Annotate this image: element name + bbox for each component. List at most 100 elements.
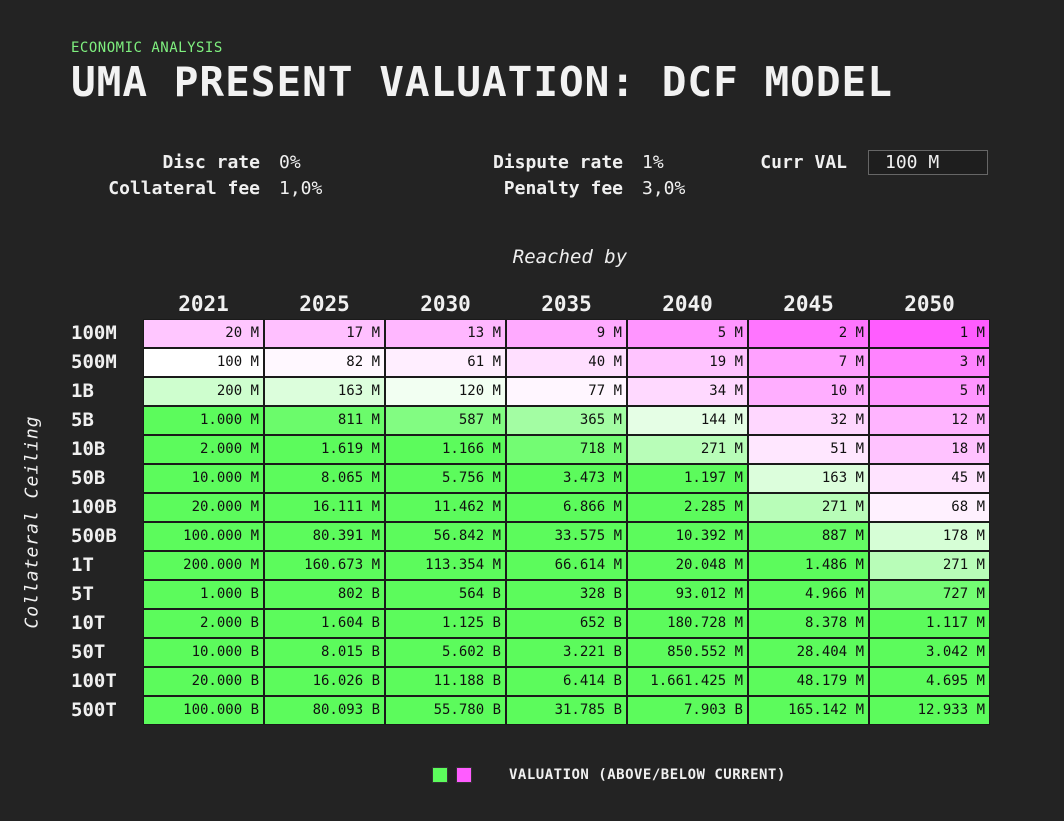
heatmap-cell: 55.780 B: [385, 696, 506, 725]
heatmap-cell: 16.026 B: [264, 667, 385, 696]
heatmap-cell: 887 M: [748, 522, 869, 551]
heatmap-cell: 1.000 B: [143, 580, 264, 609]
heatmap-cell: 56.842 M: [385, 522, 506, 551]
legend-label: VALUATION (ABOVE/BELOW CURRENT): [509, 767, 786, 783]
heatmap-cell: 1.197 M: [627, 464, 748, 493]
heatmap-cell: 40 M: [506, 348, 627, 377]
heatmap-cell: 20.048 M: [627, 551, 748, 580]
heatmap-cell: 1.117 M: [869, 609, 990, 638]
heatmap-cell: 93.012 M: [627, 580, 748, 609]
heatmap-cell: 100 M: [143, 348, 264, 377]
row-header-50T: 50T: [71, 641, 106, 663]
heatmap-cell: 3.042 M: [869, 638, 990, 667]
x-axis-label: Reached by: [512, 246, 628, 268]
heatmap-cell: 8.378 M: [748, 609, 869, 638]
column-header-2040: 2040: [662, 292, 713, 316]
column-header-2050: 2050: [904, 292, 955, 316]
heatmap-cell: 1.166 M: [385, 435, 506, 464]
heatmap-cell: 10.392 M: [627, 522, 748, 551]
heatmap-cell: 5.756 M: [385, 464, 506, 493]
collateral-fee-value: 1,0%: [279, 178, 323, 199]
heatmap-cell: 2 M: [748, 319, 869, 348]
row-header-500B: 500B: [71, 525, 117, 547]
heatmap-cell: 8.015 B: [264, 638, 385, 667]
heatmap-cell: 2.285 M: [627, 493, 748, 522]
row-header-5T: 5T: [71, 583, 94, 605]
heatmap-cell: 80.093 B: [264, 696, 385, 725]
heatmap-cell: 2.000 B: [143, 609, 264, 638]
heatmap-cell: 718 M: [506, 435, 627, 464]
penalty-fee-label: Penalty fee: [503, 178, 623, 199]
page-title: UMA PRESENT VALUATION: DCF MODEL: [71, 58, 893, 106]
curr-val-input[interactable]: 100 M: [868, 150, 988, 175]
heatmap-cell: 34 M: [627, 377, 748, 406]
heatmap-cell: 178 M: [869, 522, 990, 551]
heatmap-cell: 100.000 M: [143, 522, 264, 551]
heatmap-cell: 2.000 M: [143, 435, 264, 464]
heatmap-cell: 4.966 M: [748, 580, 869, 609]
heatmap-cell: 82 M: [264, 348, 385, 377]
heatmap-cell: 165.142 M: [748, 696, 869, 725]
row-header-10B: 10B: [71, 438, 106, 460]
heatmap-cell: 20.000 M: [143, 493, 264, 522]
row-header-500T: 500T: [71, 699, 117, 721]
heatmap-cell: 5 M: [869, 377, 990, 406]
heatmap-cell: 8.065 M: [264, 464, 385, 493]
heatmap-cell: 365 M: [506, 406, 627, 435]
heatmap-cell: 1.486 M: [748, 551, 869, 580]
heatmap-cell: 163 M: [748, 464, 869, 493]
heatmap-cell: 17 M: [264, 319, 385, 348]
heatmap-cell: 1.125 B: [385, 609, 506, 638]
penalty-fee-value: 3,0%: [642, 178, 686, 199]
heatmap-cell: 6.866 M: [506, 493, 627, 522]
heatmap-cell: 5 M: [627, 319, 748, 348]
heatmap-cell: 1.604 B: [264, 609, 385, 638]
heatmap-cell: 11.188 B: [385, 667, 506, 696]
row-header-100B: 100B: [71, 496, 117, 518]
row-header-10T: 10T: [71, 612, 106, 634]
heatmap-cell: 652 B: [506, 609, 627, 638]
column-header-2025: 2025: [299, 292, 350, 316]
heatmap-cell: 51 M: [748, 435, 869, 464]
heatmap-cell: 1 M: [869, 319, 990, 348]
dispute-rate-label: Dispute rate: [492, 152, 623, 173]
legend-swatch-below: [456, 767, 472, 783]
legend-swatch-above: [432, 767, 448, 783]
column-header-2030: 2030: [420, 292, 471, 316]
heatmap-cell: 1.000 M: [143, 406, 264, 435]
heatmap-cell: 727 M: [869, 580, 990, 609]
heatmap-cell: 10.000 B: [143, 638, 264, 667]
row-header-100T: 100T: [71, 670, 117, 692]
heatmap-cell: 7.903 B: [627, 696, 748, 725]
heatmap-cell: 4.695 M: [869, 667, 990, 696]
heatmap-cell: 271 M: [627, 435, 748, 464]
heatmap-cell: 328 B: [506, 580, 627, 609]
heatmap-cell: 10 M: [748, 377, 869, 406]
heatmap-cell: 9 M: [506, 319, 627, 348]
disc-rate-label: Disc rate: [162, 152, 260, 173]
column-header-2045: 2045: [783, 292, 834, 316]
row-header-500M: 500M: [71, 351, 117, 373]
heatmap-cell: 33.575 M: [506, 522, 627, 551]
y-axis-label: Collateral Ceiling: [21, 415, 43, 629]
heatmap-cell: 100.000 B: [143, 696, 264, 725]
heatmap-cell: 7 M: [748, 348, 869, 377]
heatmap-cell: 850.552 M: [627, 638, 748, 667]
column-header-2035: 2035: [541, 292, 592, 316]
heatmap-cell: 1.619 M: [264, 435, 385, 464]
heatmap-cell: 32 M: [748, 406, 869, 435]
heatmap-cell: 113.354 M: [385, 551, 506, 580]
heatmap-cell: 144 M: [627, 406, 748, 435]
heatmap-cell: 5.602 B: [385, 638, 506, 667]
heatmap-cell: 6.414 B: [506, 667, 627, 696]
heatmap-cell: 200 M: [143, 377, 264, 406]
row-header-50B: 50B: [71, 467, 106, 489]
heatmap-cell: 28.404 M: [748, 638, 869, 667]
disc-rate-value: 0%: [279, 152, 301, 173]
heatmap-cell: 3 M: [869, 348, 990, 377]
heatmap-cell: 271 M: [748, 493, 869, 522]
row-header-100M: 100M: [71, 322, 117, 344]
heatmap-cell: 11.462 M: [385, 493, 506, 522]
heatmap-cell: 77 M: [506, 377, 627, 406]
heatmap-cell: 3.221 B: [506, 638, 627, 667]
